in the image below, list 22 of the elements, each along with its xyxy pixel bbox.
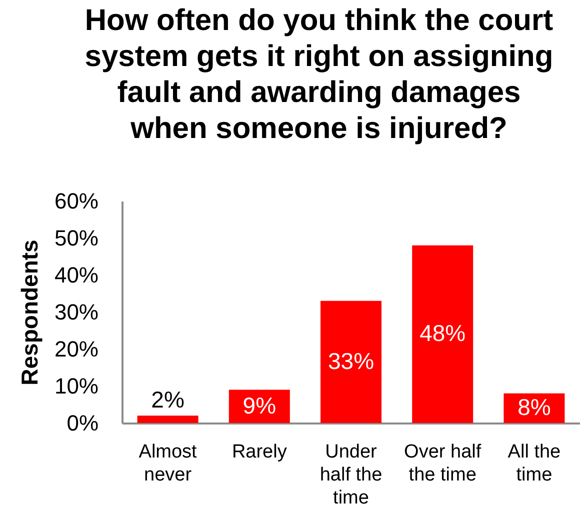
x-tick-label: All the time [508,442,561,486]
y-tick-label: 40% [54,262,98,288]
data-label: 2% [151,386,184,413]
bar [320,300,382,423]
x-tick-label: Over half the time [404,442,482,486]
bar [412,245,474,423]
x-tick-label: Almost never [138,442,198,486]
y-tick-label: 60% [54,188,98,214]
y-tick-label: 50% [54,226,98,250]
y-tick-label: 20% [54,336,98,362]
x-tick-label: Rarely [232,442,288,462]
data-label: 9% [242,392,276,418]
data-label: 48% [420,320,466,346]
data-label: 33% [328,348,374,374]
y-tick-label: 10% [54,374,98,398]
x-tick-label: Under half the time [320,442,382,506]
y-tick-label: 0% [66,410,98,436]
chart-title: How often do you think the court system gets it right on assigning fault and awarding damages when someone is injured? [84,4,554,145]
bar [137,416,198,423]
y-axis-title: Respondents [16,240,42,386]
y-tick-label: 30% [54,300,98,324]
data-label: 8% [518,394,551,420]
